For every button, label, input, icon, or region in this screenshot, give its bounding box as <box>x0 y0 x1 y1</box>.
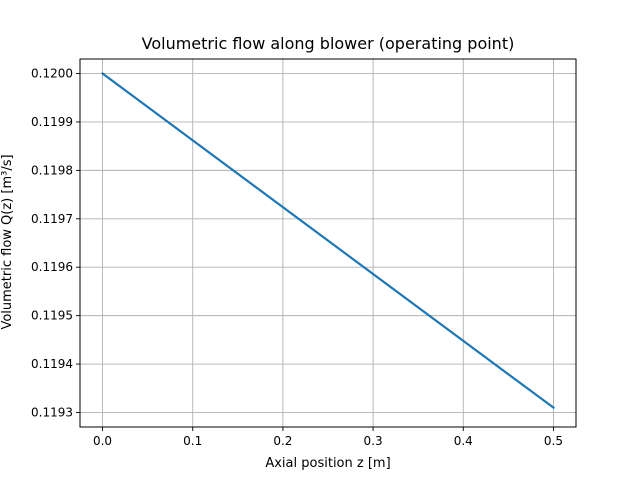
chart-title: Volumetric flow along blower (operating … <box>142 34 515 53</box>
y-tick-label: 0.1198 <box>31 163 73 177</box>
grid-layer <box>80 59 576 427</box>
series-layer <box>101 71 555 410</box>
x-tick-label: 0.1 <box>183 434 202 448</box>
x-tick-label: 0.5 <box>544 434 563 448</box>
y-tick-label: 0.1196 <box>31 260 73 274</box>
y-tick-label: 0.1194 <box>31 357 73 371</box>
x-axis-label: Axial position z [m] <box>265 456 390 471</box>
x-tick-label: 0.0 <box>93 434 112 448</box>
y-tick-label: 0.1199 <box>31 115 73 129</box>
y-tick-label: 0.1197 <box>31 212 73 226</box>
y-axis-label: Volumetric flow Q(z) [m³/s] <box>0 154 15 329</box>
x-tick-label: 0.4 <box>454 434 473 448</box>
y-tick-label: 0.1200 <box>31 67 73 81</box>
plot-frame <box>79 58 577 428</box>
x-tick-label: 0.3 <box>364 434 383 448</box>
series-line <box>101 71 555 410</box>
ticks-layer: 0.0 0.1 0.2 0.3 0.4 0.5 0.1193 0.1194 0.1195 0.11… <box>31 67 563 448</box>
x-tick-label: 0.2 <box>273 434 292 448</box>
y-tick-label: 0.1195 <box>31 309 73 323</box>
y-tick-label: 0.1193 <box>31 405 73 419</box>
